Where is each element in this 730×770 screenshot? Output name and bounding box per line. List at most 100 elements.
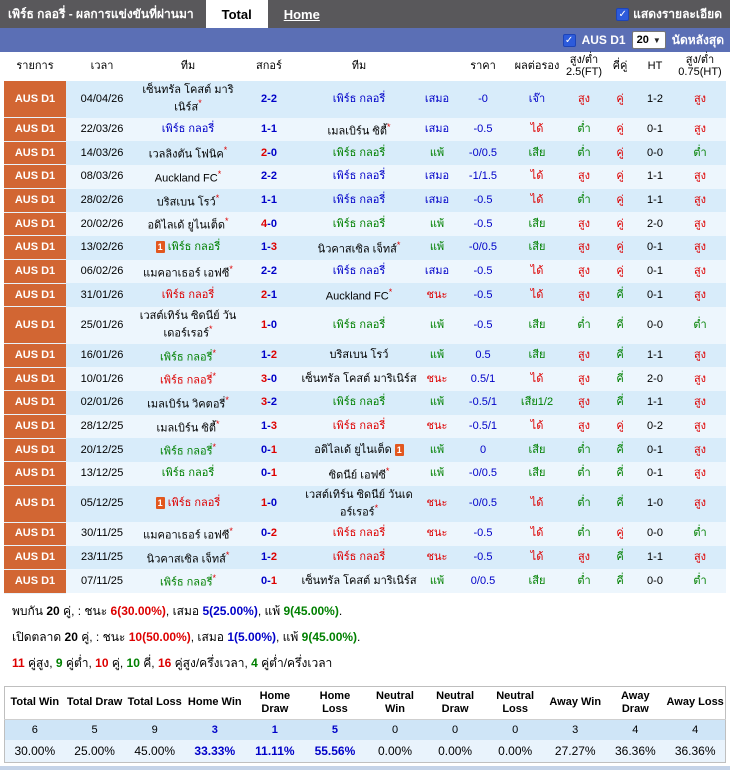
away-goals: 2 xyxy=(270,527,277,540)
over-under-ht: ต่ำ xyxy=(693,527,707,540)
away-goals: 1 xyxy=(270,288,277,301)
away-team-name: อดิไลเด้ ยูไนเต็ด xyxy=(314,443,392,456)
away-team-name: เซ็นทรัล โคสต์ มาริเนิร์ส xyxy=(301,574,417,587)
stats-header: Neutral Loss xyxy=(485,686,546,720)
match-row: AUS D1 22/03/26 เพิร์ธ กลอรี่ 1-1 เมลเบิร์น … xyxy=(4,117,726,142)
away-team-cell: เพิร์ธ กลอรี่ xyxy=(300,81,418,118)
home-goals: 0 xyxy=(261,527,268,540)
league-badge: AUS D1 xyxy=(4,141,66,166)
summary-line-2: เปิดตลาด 20 คู่, : ชนะ 10(50.00%), เสมอ … xyxy=(12,628,730,647)
home-goals: 1 xyxy=(261,551,268,564)
odd-even: คี่ xyxy=(616,551,624,564)
stats-count: 4 xyxy=(605,719,666,740)
tab-total[interactable]: Total xyxy=(205,0,268,28)
filter-bar: ✓ AUS D1 20 ▼ นัดหลังสุด xyxy=(0,28,730,52)
odd-even: คี่ xyxy=(616,318,624,331)
home-team-cell: บริสเบน โรว์* xyxy=(138,189,238,213)
column-header: ทีม xyxy=(300,52,418,81)
column-header: คี่คู่ xyxy=(604,52,636,81)
over-under-ht: สูง xyxy=(693,443,707,456)
league-badge: AUS D1 xyxy=(4,306,66,345)
stats-percent: 55.56% xyxy=(304,739,365,763)
halftime-score: 0-1 xyxy=(647,288,663,301)
handicap-result: เสีย xyxy=(528,467,546,480)
handicap-price: 0 xyxy=(479,443,487,456)
score-dash: - xyxy=(267,348,271,361)
column-header: ราคา xyxy=(456,52,510,81)
stats-percent: 30.00% xyxy=(4,739,65,763)
over-under-ft: สูง xyxy=(577,288,591,301)
summary-text: , เสมอ xyxy=(165,603,203,618)
match-result: เสมอ xyxy=(424,170,450,183)
stats-count: 5 xyxy=(64,719,125,740)
home-team-name: เพิร์ธ กลอรี่ xyxy=(161,467,215,480)
match-date: 25/01/26 xyxy=(80,318,124,331)
column-header: รายการ xyxy=(4,52,66,81)
league-badge: AUS D1 xyxy=(4,259,66,284)
over-under-ht: สูง xyxy=(693,122,707,135)
handicap-result: ได้ xyxy=(530,527,544,540)
match-date: 13/02/26 xyxy=(80,241,124,254)
summary-text: 5(25.00%) xyxy=(202,603,258,618)
handicap-result: เสีย xyxy=(528,574,546,587)
halftime-score: 0-1 xyxy=(647,443,663,456)
halftime-score: 0-1 xyxy=(647,467,663,480)
over-under-ht: สูง xyxy=(693,288,707,301)
odd-even: คี่ xyxy=(616,348,624,361)
away-goals: 2 xyxy=(270,396,277,409)
away-team-cell: เพิร์ธ กลอรี่ xyxy=(300,141,418,165)
page-title: เพิร์ธ กลอรี่ - ผลการแข่งขันที่ผ่านมา xyxy=(8,6,194,21)
match-row: AUS D1 30/11/25 แมคอาเธอร์ เอฟซี* 0-2 เพิร์ธ… xyxy=(4,522,726,547)
stats-percent: 25.00% xyxy=(64,739,125,763)
away-goals: 0 xyxy=(270,146,277,159)
show-details-checkbox-icon[interactable]: ✓ xyxy=(616,7,630,21)
handicap-result: ได้ xyxy=(530,193,544,206)
score-dash: - xyxy=(267,92,271,105)
match-result: แพ้ xyxy=(429,396,445,409)
match-result: เสมอ xyxy=(424,193,450,206)
odd-even: คู่ xyxy=(616,193,624,206)
stats-count: 4 xyxy=(665,719,726,740)
match-count-select[interactable]: 20 ▼ xyxy=(631,31,666,49)
halftime-score: 0-1 xyxy=(647,264,663,277)
favorite-star-icon: * xyxy=(217,168,222,179)
summary-text: . xyxy=(338,603,343,618)
home-team-name: เพิร์ธ กลอรี่ xyxy=(161,288,215,301)
league-badge: AUS D1 xyxy=(4,212,66,237)
home-team-name: Auckland FC xyxy=(154,172,218,185)
over-under-ft: สูง xyxy=(577,396,591,409)
score-dash: - xyxy=(267,551,271,564)
score-cell: 2-1 xyxy=(238,283,300,307)
stats-count: 3 xyxy=(545,719,606,740)
summary-text: 20 xyxy=(64,629,78,644)
home-team-cell: เพิร์ธ กลอรี่* xyxy=(138,367,238,391)
favorite-star-icon: * xyxy=(387,121,391,132)
handicap-price: -0/0.5 xyxy=(468,146,498,159)
score-cell: 2-2 xyxy=(238,81,300,118)
home-team-name: เซ็นทรัล โคสต์ มาริเนิร์ส xyxy=(142,84,234,114)
over-under-ht: สูง xyxy=(693,92,707,105)
home-team-name: แมคอาเธอร์ เอฟซี xyxy=(143,267,230,280)
over-under-ht: สูง xyxy=(693,348,707,361)
match-date: 06/02/26 xyxy=(80,264,124,277)
over-under-ft: สูง xyxy=(577,551,591,564)
summary-text: คู่ต่ำ, xyxy=(62,655,96,670)
stats-percent: 0.00% xyxy=(364,739,426,763)
handicap-price: -0.5/1 xyxy=(468,419,498,432)
show-details-toggle[interactable]: ✓ แสดงรายละเอียด xyxy=(616,0,730,28)
favorite-star-icon: * xyxy=(396,239,401,250)
home-team-name: เพิร์ธ กลอรี่ xyxy=(159,445,213,458)
summary-text: พบกัน xyxy=(12,603,47,618)
summary-text: คู่, : ชนะ xyxy=(59,603,111,618)
home-goals: 2 xyxy=(261,264,268,277)
column-header: สกอร์ xyxy=(238,52,300,81)
favorite-star-icon: * xyxy=(215,192,220,203)
tab-home[interactable]: Home xyxy=(283,6,320,22)
league-checkbox-icon[interactable]: ✓ xyxy=(562,33,576,47)
over-under-ht: สูง xyxy=(693,241,707,254)
league-badge: AUS D1 xyxy=(4,569,66,594)
over-under-ft: ต่ำ xyxy=(577,527,591,540)
red-card-badge: 1 xyxy=(155,497,165,510)
stats-header: Neutral Draw xyxy=(425,686,486,720)
match-result: ชนะ xyxy=(426,551,448,564)
